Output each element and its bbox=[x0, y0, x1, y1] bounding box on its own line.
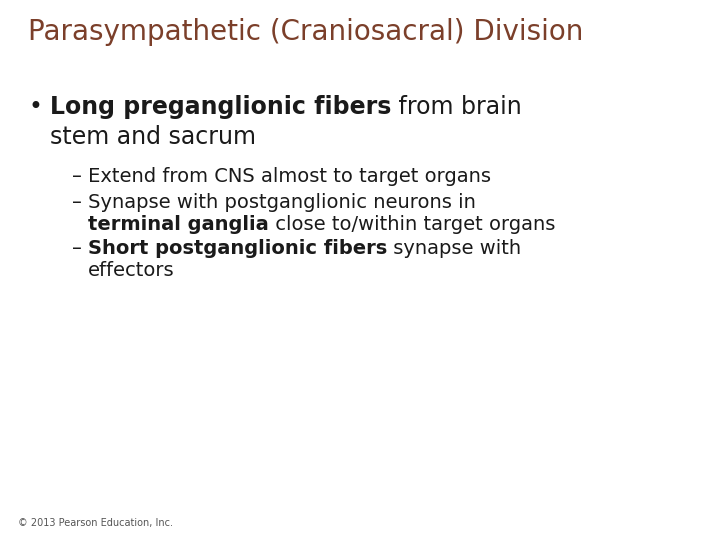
Text: effectors: effectors bbox=[88, 261, 175, 280]
Text: •: • bbox=[28, 95, 42, 119]
Text: terminal ganglia: terminal ganglia bbox=[88, 215, 269, 234]
Text: from brain: from brain bbox=[392, 95, 522, 119]
Text: Long preganglionic fibers: Long preganglionic fibers bbox=[50, 95, 392, 119]
Text: close to/within target organs: close to/within target organs bbox=[269, 215, 555, 234]
Text: synapse with: synapse with bbox=[387, 239, 521, 258]
Text: – Extend from CNS almost to target organs: – Extend from CNS almost to target organ… bbox=[72, 167, 491, 186]
Text: Short postganglionic fibers: Short postganglionic fibers bbox=[88, 239, 387, 258]
Text: © 2013 Pearson Education, Inc.: © 2013 Pearson Education, Inc. bbox=[18, 518, 173, 528]
Text: –: – bbox=[72, 239, 88, 258]
Text: – Synapse with postganglionic neurons in: – Synapse with postganglionic neurons in bbox=[72, 193, 476, 212]
Text: stem and sacrum: stem and sacrum bbox=[50, 125, 256, 149]
Text: Parasympathetic (Craniosacral) Division: Parasympathetic (Craniosacral) Division bbox=[28, 18, 583, 46]
